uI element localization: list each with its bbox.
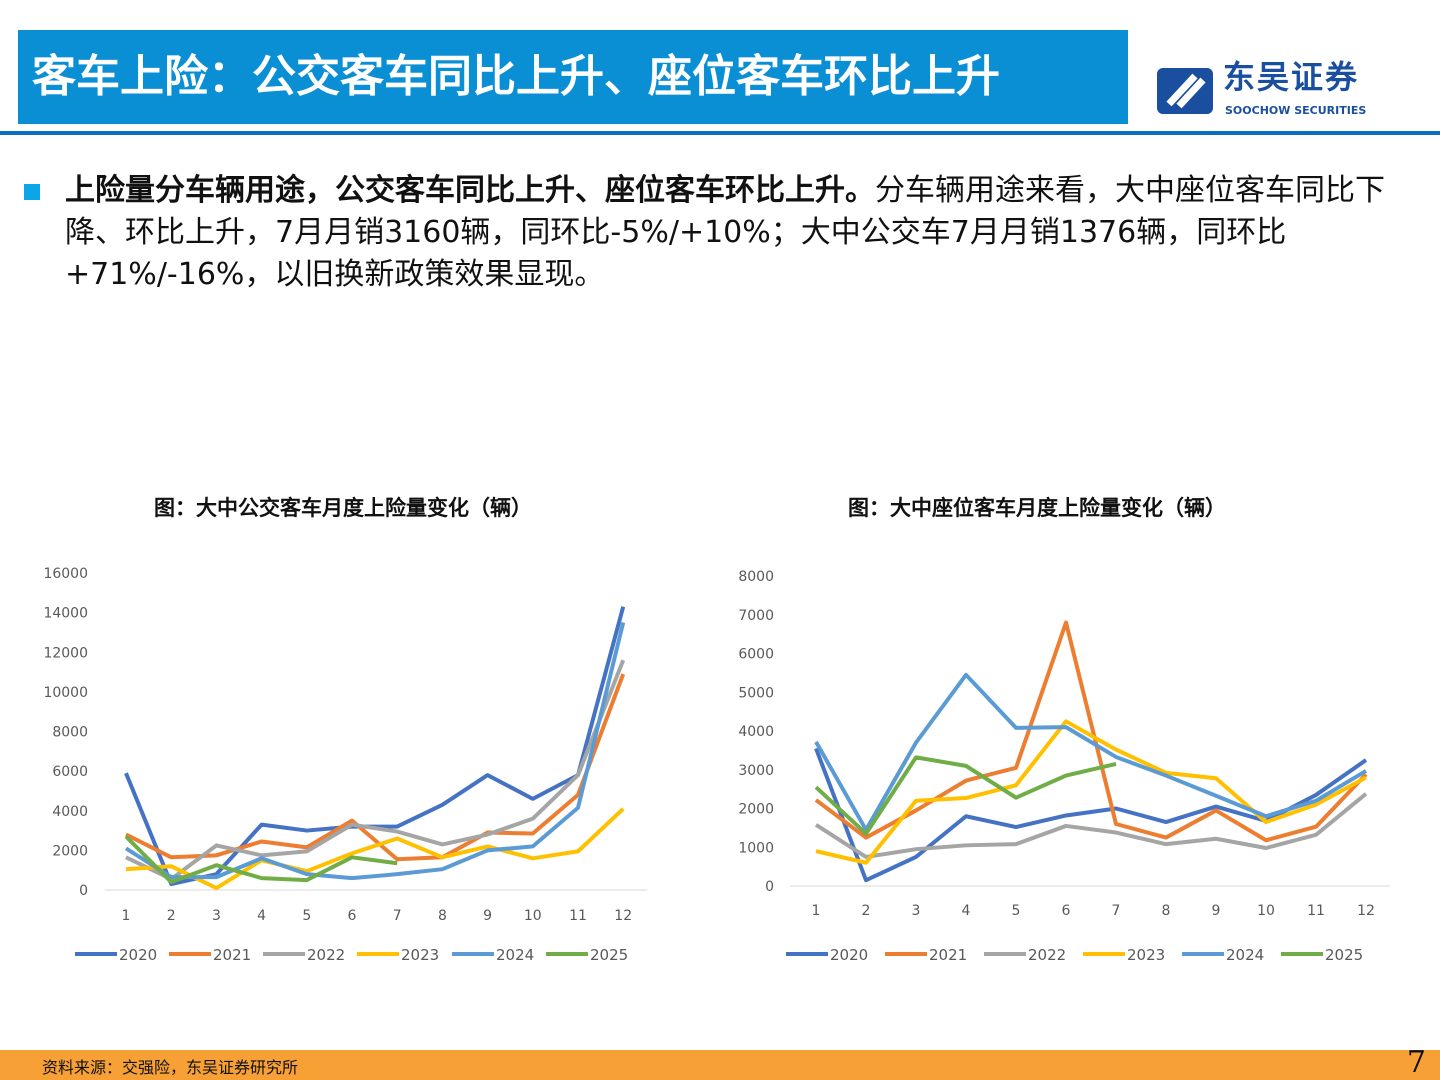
y-tick-label: 6000 xyxy=(738,647,774,663)
series-line-2024 xyxy=(124,622,626,881)
logo-cn-text: 东吴证券 xyxy=(1223,58,1360,96)
legend-label-2022: 2022 xyxy=(307,946,345,964)
footer-bar xyxy=(0,1050,1440,1080)
page-number: 7 xyxy=(1406,1045,1426,1080)
x-tick-label: 8 xyxy=(1162,903,1171,919)
x-tick-label: 1 xyxy=(812,903,821,919)
x-tick-label: 5 xyxy=(302,908,311,924)
series-line-2021 xyxy=(125,673,626,862)
series-line-2020 xyxy=(814,747,1368,883)
legend-label-2022: 2022 xyxy=(1028,946,1066,964)
y-tick-label: 7000 xyxy=(738,608,774,624)
series-line-2022 xyxy=(125,659,626,882)
legend-label-2025: 2025 xyxy=(590,946,628,964)
summary-body: 分车辆用途来看，大中座位客车同比下降、环比上升，7月月销3160辆，同环比-5%… xyxy=(65,173,1385,292)
y-tick-label: 8000 xyxy=(52,725,88,741)
summary-bold: 上险量分车辆用途，公交客车同比上升、座位客车环比上升。 xyxy=(65,173,875,208)
bullet-icon xyxy=(24,184,40,200)
y-tick-label: 2000 xyxy=(738,802,774,818)
series-line-2022 xyxy=(814,792,1368,859)
y-tick-label: 10000 xyxy=(43,685,88,701)
y-tick-label: 12000 xyxy=(43,645,88,661)
series-line-2024 xyxy=(814,672,1368,832)
logo-en-text: SOOCHOW SECURITIES xyxy=(1225,104,1367,117)
y-tick-label: 16000 xyxy=(43,566,88,582)
x-tick-label: 11 xyxy=(1307,903,1325,919)
legend-label-2021: 2021 xyxy=(929,946,967,964)
legend-label-2024: 2024 xyxy=(496,946,534,964)
x-tick-label: 3 xyxy=(212,908,221,924)
series-line-2023 xyxy=(125,807,625,891)
x-tick-label: 5 xyxy=(1012,903,1021,919)
x-tick-label: 12 xyxy=(614,908,632,924)
x-tick-label: 8 xyxy=(438,908,447,924)
x-tick-label: 10 xyxy=(524,908,542,924)
series-line-2023 xyxy=(815,719,1367,865)
legend-label-2023: 2023 xyxy=(401,946,439,964)
legend-label-2020: 2020 xyxy=(119,946,157,964)
x-tick-label: 12 xyxy=(1357,903,1375,919)
x-tick-label: 11 xyxy=(569,908,587,924)
x-tick-label: 2 xyxy=(862,903,871,919)
x-tick-label: 9 xyxy=(483,908,492,924)
legend-label-2024: 2024 xyxy=(1226,946,1264,964)
x-tick-label: 10 xyxy=(1257,903,1275,919)
y-tick-label: 2000 xyxy=(52,843,88,859)
series-line-2021 xyxy=(814,620,1368,843)
legend-label-2020: 2020 xyxy=(830,946,868,964)
y-tick-label: 1000 xyxy=(738,840,774,856)
x-tick-label: 9 xyxy=(1212,903,1221,919)
x-tick-label: 4 xyxy=(962,903,971,919)
x-tick-label: 4 xyxy=(257,908,266,924)
x-tick-label: 2 xyxy=(167,908,176,924)
x-tick-label: 3 xyxy=(912,903,921,919)
y-tick-label: 14000 xyxy=(43,606,88,622)
x-tick-label: 6 xyxy=(1062,903,1071,919)
legend-label-2023: 2023 xyxy=(1127,946,1165,964)
page-title: 客车上险：公交客车同比上升、座位客车环比上升 xyxy=(18,30,1128,124)
y-tick-label: 4000 xyxy=(52,804,88,820)
header-divider xyxy=(0,131,1440,135)
company-logo: 东吴证券 SOOCHOW SECURITIES xyxy=(1155,58,1395,124)
y-tick-label: 4000 xyxy=(738,724,774,740)
x-tick-label: 1 xyxy=(122,908,131,924)
y-tick-label: 0 xyxy=(765,879,774,895)
y-tick-label: 6000 xyxy=(52,764,88,780)
logo-icon xyxy=(1157,68,1213,114)
x-tick-label: 7 xyxy=(1112,903,1121,919)
source-note: 资料来源：交强险，东吴证券研究所 xyxy=(42,1058,299,1077)
y-tick-label: 3000 xyxy=(738,763,774,779)
chart-title-bus: 图：大中公交客车月度上险量变化（辆） xyxy=(154,496,532,520)
chart-title-coach: 图：大中座位客车月度上险量变化（辆） xyxy=(848,496,1226,520)
legend-label-2025: 2025 xyxy=(1325,946,1363,964)
x-tick-label: 7 xyxy=(393,908,402,924)
x-tick-label: 6 xyxy=(348,908,357,924)
legend-label-2021: 2021 xyxy=(213,946,251,964)
summary-text: 上险量分车辆用途，公交客车同比上升、座位客车环比上升。分车辆用途来看，大中座位客… xyxy=(65,170,1385,296)
y-tick-label: 5000 xyxy=(738,685,774,701)
y-tick-label: 0 xyxy=(79,883,88,899)
y-tick-label: 8000 xyxy=(738,569,774,585)
